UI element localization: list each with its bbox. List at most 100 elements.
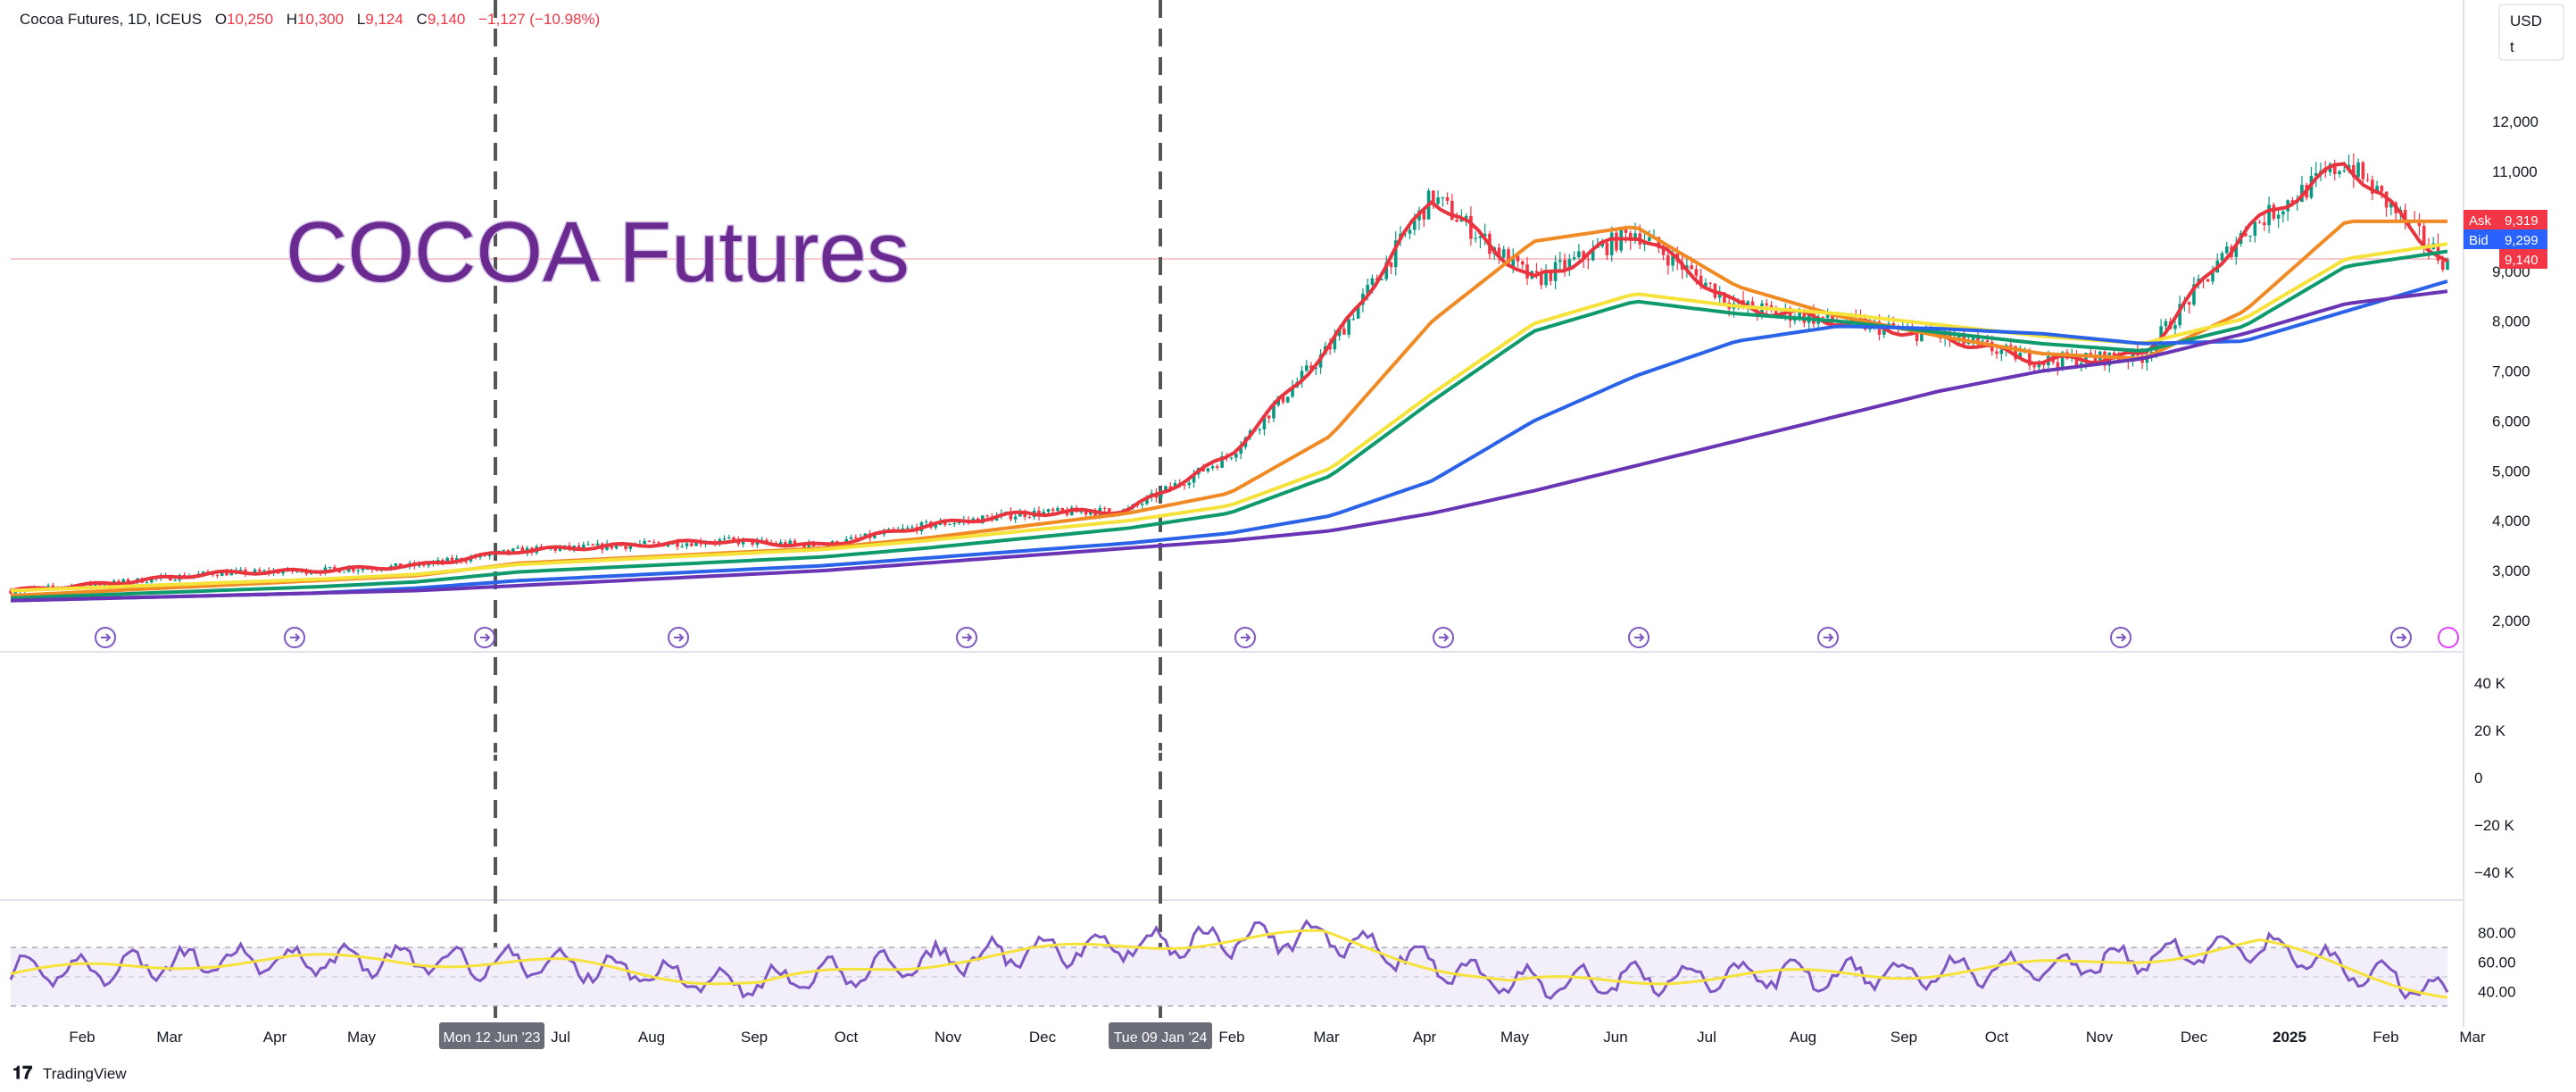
candle-body	[2103, 351, 2107, 366]
candle-body	[2131, 348, 2135, 363]
candle-body	[1403, 233, 1408, 235]
currency-label: USD	[2510, 13, 2542, 29]
candle-body	[2187, 302, 2191, 305]
cot-caption: CFTC COT positioning for	[2212, 866, 2388, 883]
candle-body	[1314, 367, 1318, 370]
candle-body	[1027, 516, 1032, 518]
time-axis: Feb Mar Apr May Jul Aug Sep Oct Nov Dec Feb Mar Apr M…	[69, 1029, 2486, 1046]
price-tick-label: 5,000	[2492, 463, 2530, 479]
candle-body	[1389, 262, 1393, 268]
candle-body	[643, 540, 646, 545]
rsi-panel	[9, 919, 2449, 1007]
change-value: −1,127 (−10.98%)	[478, 11, 600, 28]
candle-body	[1168, 486, 1173, 488]
candle-body	[1708, 282, 1712, 284]
candle-body	[150, 578, 154, 583]
candle-body	[1690, 265, 1693, 270]
candle-body	[943, 521, 947, 525]
candle-body	[1469, 215, 1473, 239]
candle-body	[1605, 242, 1609, 255]
candle-body	[1981, 340, 1985, 342]
price-tag-value-bg	[2499, 229, 2547, 249]
price-tick-label: 3,000	[2492, 563, 2530, 579]
event-arrow-icon	[1824, 633, 1834, 642]
candle-body	[1060, 508, 1065, 512]
candle-body	[1333, 336, 1337, 350]
candle-body	[1051, 509, 1055, 512]
time-tick-label: Jul	[551, 1029, 570, 1046]
candle-body	[1474, 238, 1477, 239]
moving-average-line	[10, 162, 2448, 593]
time-tick-label: Sep	[741, 1029, 768, 1046]
time-tick-label: Mar	[1313, 1029, 1340, 1046]
candle-body	[1272, 404, 1276, 419]
candle-body	[676, 542, 679, 547]
candle-body	[1337, 328, 1342, 337]
candle-body	[1920, 331, 1924, 341]
candle-body	[689, 543, 694, 546]
candle-body	[1572, 257, 1576, 260]
rsi-tick-label: 80.00	[2478, 925, 2516, 942]
candle-body	[1384, 262, 1389, 279]
candle-body	[1704, 282, 1708, 287]
candle-body	[1615, 232, 1618, 251]
candle-body	[2272, 204, 2276, 219]
candle-body	[333, 566, 337, 570]
candle-body	[765, 539, 769, 543]
candle-body	[2263, 222, 2266, 226]
price-tag-label: Ask	[2469, 213, 2492, 229]
time-tick-label: May	[347, 1029, 377, 1046]
candle-body	[1765, 303, 1769, 305]
candle-body	[487, 554, 492, 556]
candle-body	[1586, 259, 1591, 261]
low-label: L	[357, 11, 365, 28]
candle-body	[2314, 172, 2318, 176]
candle-body	[1173, 483, 1177, 488]
candle-body	[1459, 219, 1464, 222]
candle-body	[1671, 253, 1674, 266]
candle-body	[948, 524, 951, 526]
cot-tick-label: −20 K	[2474, 817, 2515, 834]
candle-body	[694, 540, 698, 546]
candle-body	[2403, 209, 2407, 222]
candle-body	[394, 563, 398, 566]
cot-tick-label: −40 K	[2474, 864, 2515, 881]
time-tick-label: Apr	[263, 1029, 287, 1046]
candle-body	[2234, 244, 2239, 257]
candle-body	[2281, 211, 2285, 215]
candle-body	[2332, 163, 2337, 175]
candle-body	[873, 533, 877, 538]
time-tick-label: Dec	[2181, 1029, 2208, 1046]
candle-body	[1478, 236, 1483, 238]
tradingview-logo[interactable]: 𝟏𝟕 TradingView	[12, 1063, 127, 1083]
candle-body	[1408, 229, 1412, 234]
candle-body	[2338, 171, 2341, 175]
candle-body	[793, 540, 797, 544]
event-arrow-icon	[962, 633, 973, 642]
candle-body	[1624, 229, 1628, 233]
cot-tick-label: 40 K	[2474, 675, 2506, 692]
cot-axis: 40 K 20 K 0 −20 K −40 K	[2474, 675, 2515, 881]
candle-body	[2220, 253, 2224, 261]
candle-body	[2074, 354, 2079, 367]
candle-body	[1483, 233, 1487, 237]
event-arrow-icon	[290, 633, 301, 642]
candle-body	[220, 571, 224, 577]
candle-body	[2211, 272, 2215, 282]
time-tick-label: Nov	[935, 1029, 962, 1046]
unit-label: t	[2510, 38, 2514, 55]
time-tick-label: Nov	[2086, 1029, 2114, 1046]
candle-body	[328, 566, 332, 568]
candle-body	[1567, 259, 1572, 270]
candle-body	[1436, 197, 1440, 204]
candle-body	[1267, 415, 1271, 419]
candle-body	[614, 545, 619, 549]
candle-body	[1300, 371, 1304, 382]
time-tick-label: Dec	[1029, 1029, 1057, 1046]
candle-body	[1501, 249, 1506, 258]
time-tick-label: Feb	[69, 1029, 95, 1046]
price-tick-label: 6,000	[2492, 413, 2530, 429]
currency-selector[interactable]	[2498, 4, 2564, 61]
candle-body	[1699, 275, 1703, 287]
